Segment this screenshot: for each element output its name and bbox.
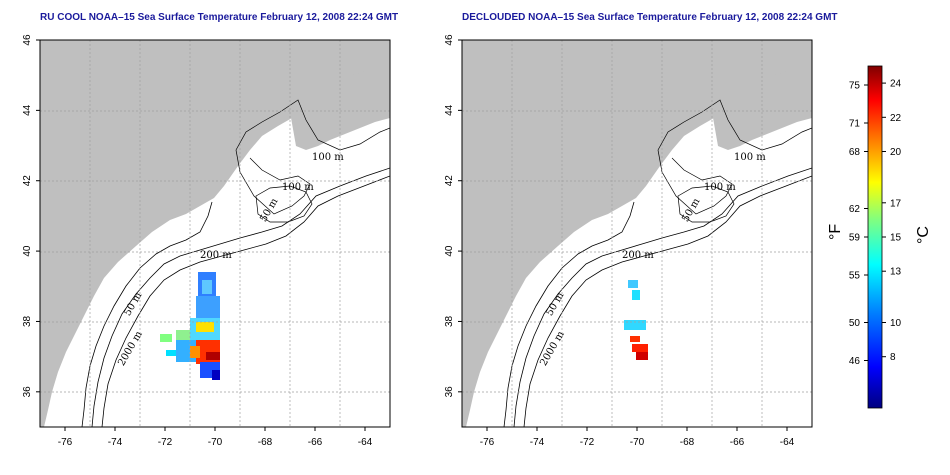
left-contour-2000 [101, 175, 390, 427]
left-gridlines [40, 40, 390, 427]
celsius-tick-label: 10 [890, 318, 902, 329]
fahrenheit-tick-label: 55 [849, 271, 861, 282]
right-contour-100-gulfmaine [657, 99, 812, 215]
right-x-tick-label: -72 [580, 437, 595, 448]
left-y-tick-label: 42 [22, 175, 33, 187]
left-y-tick-label: 44 [22, 104, 33, 116]
celsius-tick-label: 8 [890, 352, 896, 363]
right-contour-georges [677, 185, 735, 223]
colorbar-celsius-ticks: 24 22 20 17 15 13 10 8 [882, 79, 902, 363]
celsius-tick-label: 13 [890, 267, 902, 278]
celsius-tick-label: 24 [890, 79, 902, 90]
fahrenheit-tick-label: 62 [849, 204, 861, 215]
colorbar: 75 71 68 62 59 55 50 46 24 22 20 17 15 13 10 8 °F °C [827, 65, 932, 409]
left-x-tick-label: -64 [358, 437, 373, 448]
right-x-tick-label: -76 [480, 437, 495, 448]
celsius-tick-label: 17 [890, 198, 902, 209]
right-x-tick-label: -74 [530, 437, 545, 448]
colorbar-fahrenheit-ticks: 75 71 68 62 59 55 50 46 [849, 81, 868, 367]
right-label-100m-a: 100 m [734, 152, 766, 163]
right-y-tick-label: 36 [444, 386, 455, 398]
right-map-panel: 100 m 100 m 50 m 200 m 50 m 2000 m -76 -7… [444, 34, 813, 448]
left-x-tick-label: -74 [108, 437, 123, 448]
left-x-tick-label: -76 [58, 437, 73, 448]
fahrenheit-tick-label: 46 [849, 356, 861, 367]
fahrenheit-tick-label: 71 [849, 119, 861, 130]
celsius-tick-label: 15 [890, 233, 902, 244]
right-x-tick-label: -70 [630, 437, 645, 448]
right-y-tick-label: 44 [444, 104, 455, 116]
left-contour-50 [81, 201, 213, 427]
fahrenheit-tick-label: 50 [849, 318, 861, 329]
right-gridlines [462, 40, 812, 427]
left-panel-title: RU COOL NOAA–15 Sea Surface Temperature … [40, 12, 399, 23]
left-label-100m-a: 100 m [312, 152, 344, 163]
fahrenheit-tick-label: 68 [849, 147, 861, 158]
left-y-tick-label: 36 [22, 386, 33, 398]
right-x-ticks: -76 -74 -72 -70 -68 -66 -64 [480, 427, 795, 448]
left-y-tick-label: 38 [22, 315, 33, 327]
right-y-ticks: 36 38 40 42 44 46 [444, 34, 462, 397]
fahrenheit-tick-label: 75 [849, 81, 861, 92]
left-y-ticks: 36 38 40 42 44 46 [22, 34, 40, 397]
left-label-200m: 200 m [200, 250, 232, 261]
right-y-tick-label: 42 [444, 175, 455, 187]
colorbar-gradient [867, 65, 883, 409]
right-y-tick-label: 38 [444, 315, 455, 327]
right-contour-2000 [523, 175, 812, 427]
right-land [462, 40, 812, 427]
celsius-unit-label: °C [915, 226, 932, 244]
left-y-tick-label: 40 [22, 245, 33, 257]
right-x-tick-label: -68 [680, 437, 695, 448]
celsius-tick-label: 22 [890, 113, 902, 124]
right-y-tick-label: 46 [444, 34, 455, 46]
left-x-tick-label: -70 [208, 437, 223, 448]
left-contour-100-gulfmaine [235, 99, 390, 215]
left-contour-georges [255, 185, 313, 223]
left-map-panel: 100 m 100 m 50 m 200 m 50 m 2000 m -76 -7… [22, 34, 391, 448]
right-label-100m-b: 100 m [704, 182, 736, 193]
left-x-tick-label: -68 [258, 437, 273, 448]
right-x-tick-label: -64 [780, 437, 795, 448]
right-contour-50 [503, 201, 635, 427]
left-x-tick-label: -66 [308, 437, 323, 448]
left-x-ticks: -76 -74 -72 -70 -68 -66 -64 [58, 427, 373, 448]
left-label-100m-b: 100 m [282, 182, 314, 193]
left-land [40, 40, 390, 427]
right-label-200m: 200 m [622, 250, 654, 261]
left-y-tick-label: 46 [22, 34, 33, 46]
right-panel-title: DECLOUDED NOAA–15 Sea Surface Temperatur… [462, 12, 838, 23]
right-y-tick-label: 40 [444, 245, 455, 257]
left-sst-patch [160, 272, 220, 380]
right-x-tick-label: -66 [730, 437, 745, 448]
left-x-tick-label: -72 [158, 437, 173, 448]
right-sst-patch [624, 280, 648, 360]
fahrenheit-unit-label: °F [827, 224, 844, 240]
celsius-tick-label: 20 [890, 147, 902, 158]
fahrenheit-tick-label: 59 [849, 233, 861, 244]
